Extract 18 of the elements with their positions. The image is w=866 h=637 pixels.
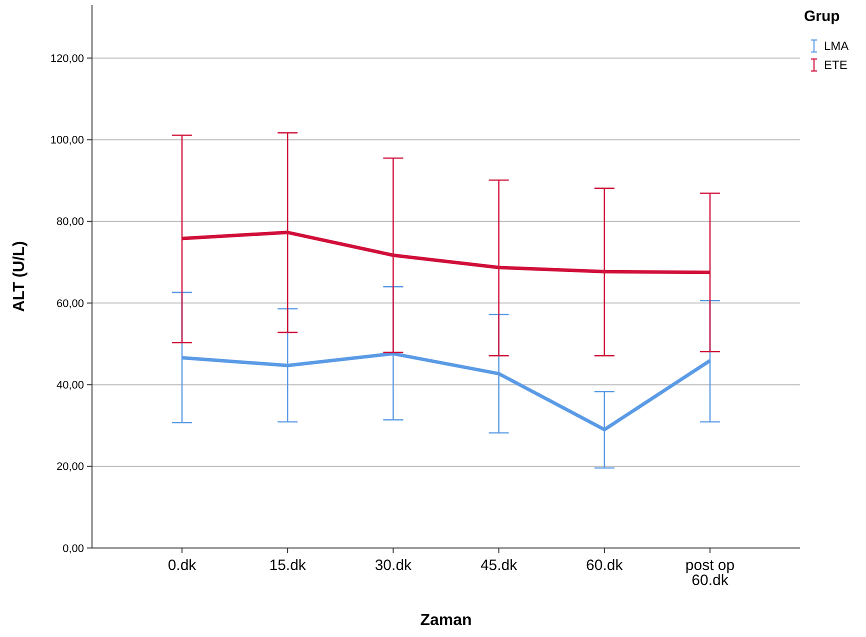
y-tick-label: 100,00 — [50, 134, 84, 147]
x-tick-label: post op 60.dk — [685, 557, 735, 589]
legend-title: Grup — [804, 8, 840, 25]
x-tick-label: 45.dk — [480, 557, 518, 574]
legend-label: ETE — [824, 58, 848, 72]
y-tick-label: 20,00 — [56, 461, 84, 474]
x-tick-label: 60.dk — [586, 557, 624, 574]
x-tick-label: 0.dk — [168, 557, 197, 574]
y-tick-label: 60,00 — [56, 298, 84, 310]
y-tick-label: 0,00 — [62, 542, 84, 555]
y-tick-label: 80,00 — [56, 216, 84, 228]
x-tick-label: 30.dk — [374, 557, 412, 574]
y-axis-title: ALT (U/L) — [11, 241, 28, 312]
legend-label: LMA — [824, 39, 849, 53]
x-axis-title: Zaman — [420, 612, 472, 629]
x-tick-label: 15.dk — [269, 557, 306, 574]
y-tick-label: 40,00 — [56, 380, 84, 392]
y-tick-label: 120,00 — [50, 52, 84, 65]
